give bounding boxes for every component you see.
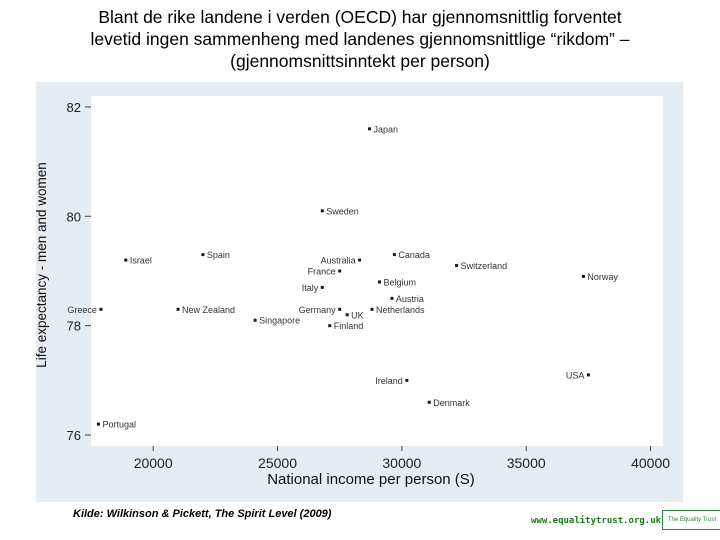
y-tick-label: 78 — [67, 319, 81, 334]
title-line: (gjennomsnittsinntekt per person) — [230, 51, 490, 71]
point-label: Austria — [396, 294, 424, 304]
point-label: Ireland — [375, 376, 403, 386]
data-point — [390, 296, 394, 300]
point-label: Germany — [299, 305, 337, 315]
point-label: Switzerland — [461, 261, 508, 271]
point-label: Netherlands — [376, 305, 425, 315]
data-point — [345, 313, 349, 317]
data-point — [96, 422, 100, 426]
point-label: UK — [351, 310, 364, 320]
title-line: levetid ingen sammenheng med landenes gj… — [90, 29, 630, 49]
data-point — [455, 264, 459, 268]
point-label: Portugal — [102, 420, 136, 430]
data-point — [368, 127, 372, 131]
data-point — [338, 269, 342, 273]
point-label: Spain — [207, 250, 230, 260]
data-point — [176, 307, 180, 311]
data-point — [377, 280, 381, 284]
data-point — [392, 253, 396, 257]
point-label: Canada — [398, 250, 430, 260]
data-point — [581, 274, 585, 278]
data-point — [320, 209, 324, 213]
title-line: Blant de rike landene i verden (OECD) ha… — [98, 7, 622, 27]
x-tick-label: 30000 — [382, 455, 421, 471]
point-label: Finland — [334, 321, 364, 331]
website-link[interactable]: www.equalitytrust.org.uk — [531, 516, 662, 526]
x-tick-label: 25000 — [258, 455, 297, 471]
data-point — [358, 258, 362, 262]
data-point — [427, 400, 431, 404]
equality-trust-logo: The Equality Trust — [662, 510, 720, 530]
point-label: Israel — [130, 256, 152, 266]
data-point — [201, 253, 205, 257]
point-label: New Zealand — [182, 305, 235, 315]
point-label: Italy — [302, 283, 319, 293]
data-point — [338, 307, 342, 311]
data-point — [328, 324, 332, 328]
point-label: Greece — [67, 305, 97, 315]
point-label: Norway — [587, 272, 618, 282]
point-label: Denmark — [433, 398, 470, 408]
x-axis-label: National income per person (S) — [267, 471, 475, 488]
y-tick-label: 76 — [67, 428, 81, 443]
data-point — [586, 373, 590, 377]
data-point — [124, 258, 128, 262]
data-point — [99, 307, 103, 311]
source-citation: Kilde: Wilkinson & Pickett, The Spirit L… — [73, 508, 332, 520]
data-point — [253, 318, 257, 322]
y-axis-label: Life expectancy - men and women — [34, 162, 49, 368]
point-label: Belgium — [383, 277, 416, 287]
y-tick-label: 82 — [67, 100, 81, 115]
point-label: Sweden — [326, 206, 359, 216]
point-label: France — [308, 267, 336, 277]
point-label: Singapore — [259, 316, 300, 326]
point-label: USA — [566, 370, 585, 380]
data-point — [405, 378, 409, 382]
x-tick-label: 20000 — [134, 455, 173, 471]
data-point — [320, 285, 324, 289]
point-label: Japan — [374, 124, 399, 134]
x-tick-label: 35000 — [507, 455, 546, 471]
point-label: Australia — [321, 256, 356, 266]
data-point — [370, 307, 374, 311]
y-tick-label: 80 — [67, 209, 81, 224]
x-tick-label: 40000 — [631, 455, 670, 471]
plot-area — [91, 96, 663, 446]
chart-title: Blant de rike landene i verden (OECD) ha… — [0, 6, 720, 72]
